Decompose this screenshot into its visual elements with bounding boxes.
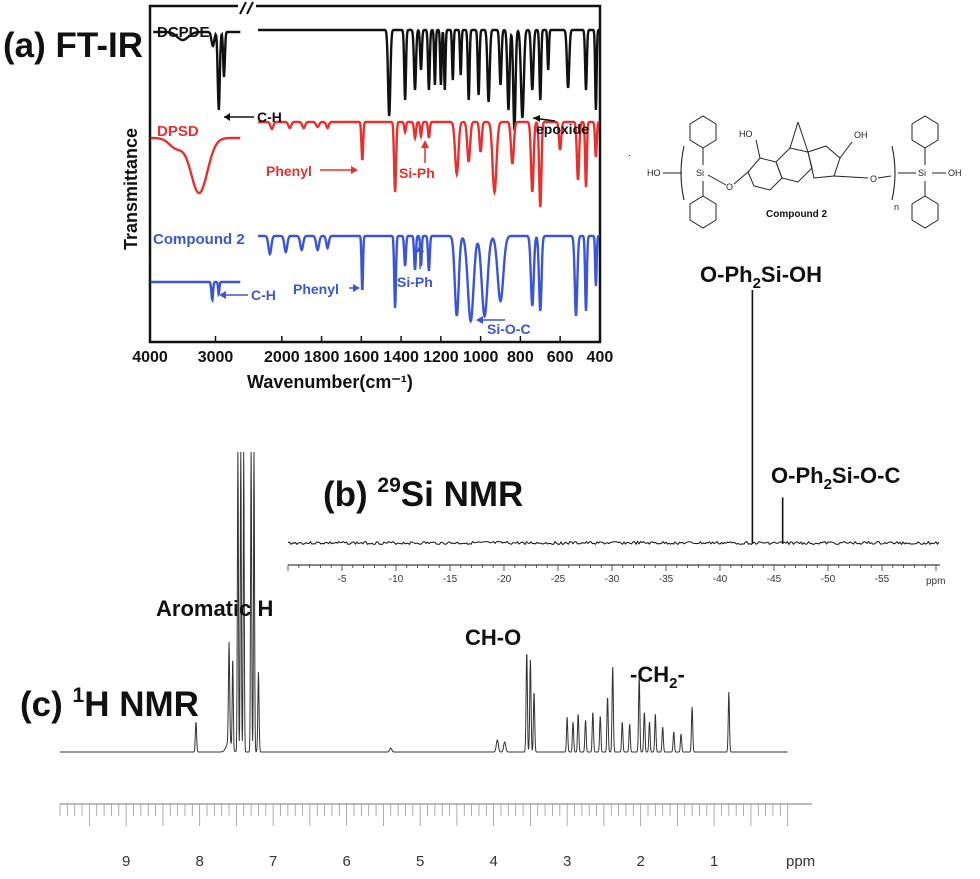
h-nmr-tick-label: 6 [342, 853, 350, 870]
h-nmr-tick-label: 5 [416, 853, 424, 870]
annot-dpsd-phenyl-text: Phenyl [266, 163, 312, 179]
annot-c2-siph-text: Si-Ph [397, 274, 433, 290]
h-peak-label-cho: CH-O [465, 625, 521, 650]
h-nmr-unit: ppm [786, 853, 815, 870]
structure-n: n [894, 202, 899, 212]
ftir-axis-break [238, 0, 256, 15]
annot-c2-ch: C-H [219, 287, 276, 303]
ftir-x-axis-title: Wavenumber(cm⁻¹) [247, 372, 413, 392]
si-nmr-x-ticks: -5 -10 -15 -20 -25 -30 -35 -40 -45 -50 -55 ppm [287, 565, 945, 587]
h-nmr-tick-label: 9 [122, 853, 130, 870]
annot-c2-ch-text: C-H [251, 287, 276, 303]
si-nmr-tick-label: -30 [605, 574, 620, 585]
annot-c2-sioc-text: Si-O-C [487, 321, 531, 337]
ftir-tick-label: 1800 [304, 349, 340, 366]
annot-c2-sioc: Si-O-C [476, 316, 531, 337]
ftir-tick-label: 400 [587, 349, 614, 366]
si-nmr-tick-label: -45 [767, 574, 782, 585]
ftir-curve-dpsd [150, 120, 600, 208]
ftir-plot-frame [148, 4, 602, 344]
si-nmr-tick-label: -20 [497, 574, 512, 585]
ftir-panel-label: (a) FT-IR [3, 26, 143, 65]
si-nmr-peaks [751, 290, 784, 544]
si-nmr-tick-label: -40 [713, 574, 728, 585]
h-nmr-tick-label: 8 [195, 853, 203, 870]
ftir-series-label-compound2: Compound 2 [153, 231, 245, 248]
h-peak-label-ch2: -CH2- [630, 662, 685, 692]
annot-c2-phenyl: Phenyl [293, 281, 360, 297]
annot-dcpde-ch: C-H [224, 109, 282, 125]
structure-si-right: Si [918, 168, 926, 178]
h-peak-label-aromatic: Aromatic H [156, 596, 273, 621]
ftir-tick-label: 600 [547, 349, 574, 366]
annot-dpsd-phenyl: Phenyl [266, 163, 358, 179]
si-nmr-panel: (b) 29Si NMR -5 -10 -15 -20 -25 -30 -35 -40 -45-… [287, 262, 945, 587]
structure-dot: · [628, 150, 631, 160]
si-nmr-tick-label: -10 [389, 574, 404, 585]
structure-ho-top: HO [739, 129, 753, 139]
h-nmr-x-ticks: 9 8 7 6 5 4 3 2 1 ppm [59, 804, 815, 870]
ftir-tick-label: 800 [507, 349, 534, 366]
ftir-series-label-dpsd: DPSD [157, 123, 199, 140]
si-peak-label-1: O-Ph2Si-OH [700, 262, 822, 292]
structure-ho-left: HO [647, 168, 661, 178]
si-peak-label-2: O-Ph2Si-O-C [771, 463, 900, 493]
structure-oh-right: OH [948, 168, 962, 178]
ftir-x-ticks: 4000 3000 2000 1800 1600 1400 1200 1000 800 600 40… [132, 336, 613, 366]
ftir-tick-label: 2000 [264, 349, 300, 366]
ftir-curves [150, 28, 600, 324]
compound-2-structure: · HO Si O HO OH O n Si OH [628, 115, 962, 229]
annot-dcpde-epoxide: epoxide [532, 115, 589, 137]
annot-dpsd-siph: Si-Ph [399, 140, 435, 181]
si-nmr-tick-label: -15 [443, 574, 458, 585]
ftir-tick-label: 1000 [463, 349, 499, 366]
ftir-panel: (a) FT-IR Transmittance Wavenumber(cm⁻¹)… [3, 0, 613, 392]
h-nmr-tick-label: 7 [269, 853, 277, 870]
annot-c2-siph: Si-Ph [397, 244, 433, 290]
ftir-y-axis-title: Transmittance [121, 128, 141, 250]
structure-o-2: O [870, 174, 877, 184]
annot-dcpde-ch-text: C-H [257, 109, 282, 125]
structure-o-1: O [726, 182, 733, 192]
ftir-tick-label: 4000 [132, 349, 168, 366]
si-nmr-tick-label: -5 [338, 574, 347, 585]
h-nmr-panel-label: (c) 1H NMR [20, 684, 199, 724]
ftir-curve-compound2 [150, 234, 600, 324]
si-nmr-tick-label: -35 [659, 574, 674, 585]
structure-si-left: Si [696, 168, 704, 178]
h-nmr-tick-label: 3 [563, 853, 571, 870]
si-nmr-panel-label: (b) 29Si NMR [323, 474, 523, 514]
ftir-tick-label: 1600 [344, 349, 380, 366]
h-nmr-spectrum [60, 451, 788, 753]
structure-caption: Compound 2 [766, 209, 828, 220]
ftir-curve-dcpde [153, 28, 600, 131]
ftir-tick-label: 1400 [383, 349, 419, 366]
si-nmr-tick-label: -50 [821, 574, 836, 585]
h-nmr-tick-label: 1 [710, 853, 718, 870]
si-nmr-tick-label: -55 [875, 574, 890, 585]
h-nmr-panel: (c) 1H NMR 9 8 7 6 5 4 3 2 1 ppm Aromatic H CH-O … [20, 451, 815, 870]
h-nmr-tick-label: 4 [489, 853, 497, 870]
h-nmr-tick-label: 2 [636, 853, 644, 870]
annot-dpsd-siph-text: Si-Ph [399, 165, 435, 181]
si-nmr-tick-label: -25 [551, 574, 566, 585]
si-nmr-unit: ppm [926, 576, 945, 587]
structure-oh-top: OH [854, 130, 868, 140]
ftir-tick-label: 1200 [423, 349, 459, 366]
annot-dcpde-epoxide-text: epoxide [536, 121, 589, 137]
ftir-series-label-dcpde: DCPDE [157, 24, 210, 41]
ftir-tick-label: 3000 [198, 349, 234, 366]
annot-c2-phenyl-text: Phenyl [293, 281, 339, 297]
si-nmr-spectrum [287, 540, 940, 546]
